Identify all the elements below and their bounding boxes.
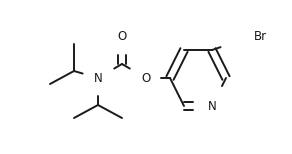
Text: N: N: [208, 99, 216, 113]
Text: O: O: [141, 71, 151, 85]
Text: Br: Br: [254, 30, 267, 43]
Text: N: N: [94, 71, 102, 85]
Text: O: O: [117, 30, 127, 43]
